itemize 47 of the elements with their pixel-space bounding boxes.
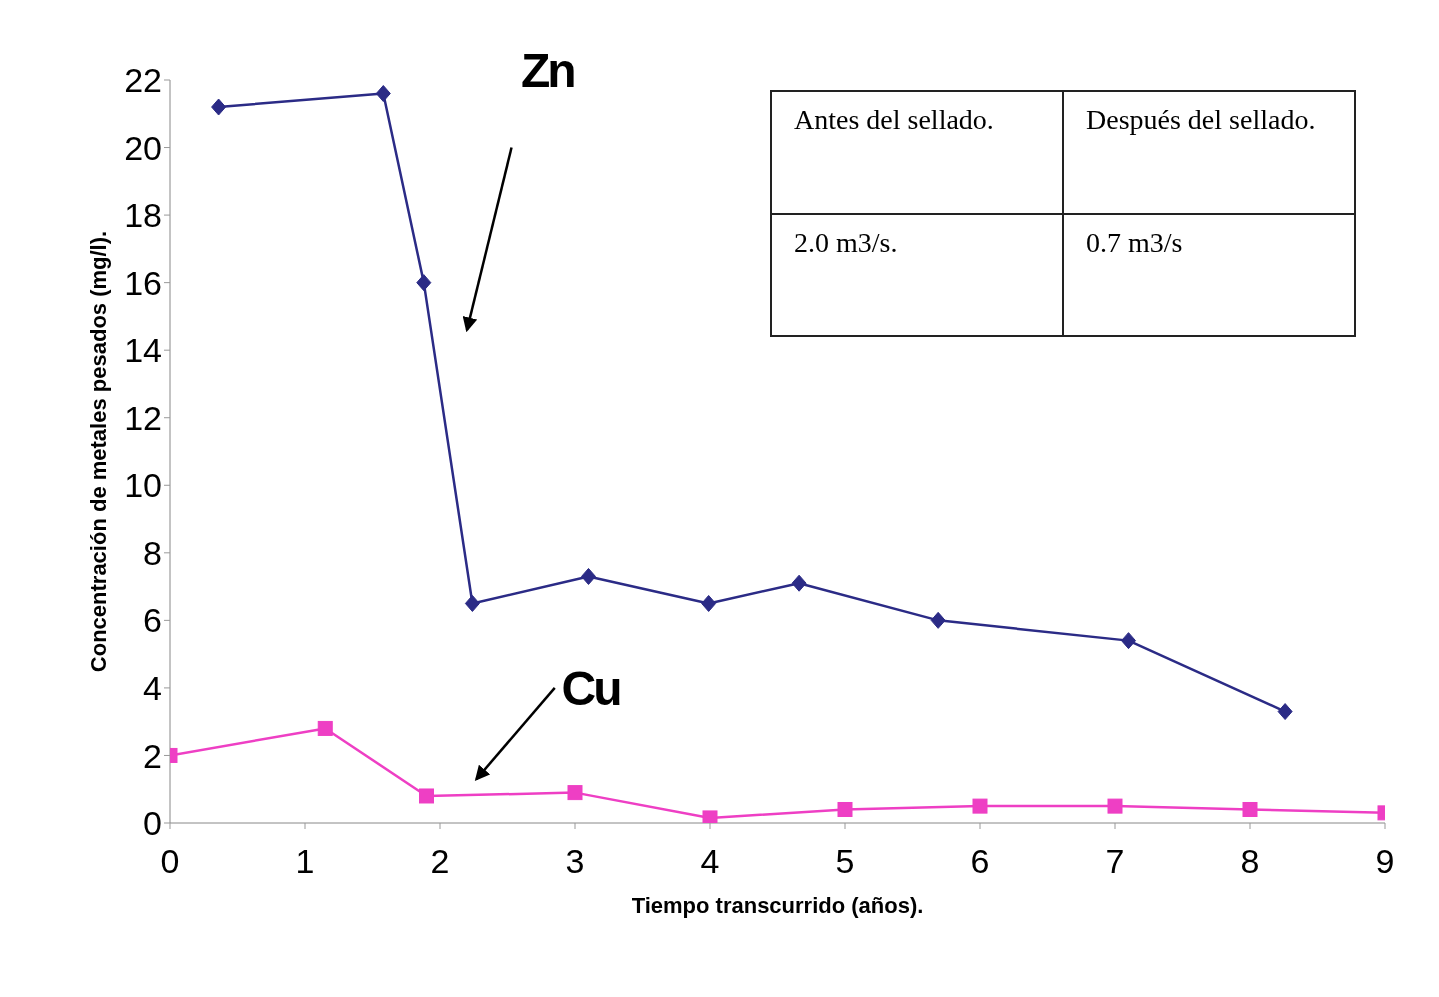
x-tick-label: 9 — [1375, 842, 1395, 881]
y-tick-label: 4 — [143, 668, 162, 707]
point — [837, 801, 853, 817]
x-tick-label: 7 — [1105, 842, 1125, 881]
point — [1277, 703, 1293, 721]
x-tick-label: 5 — [835, 842, 855, 881]
y-axis-title: Concentración de metales pesados (mg/l). — [85, 230, 111, 673]
y-tick-label: 22 — [124, 61, 162, 100]
y-tick-label: 16 — [124, 263, 162, 302]
point — [972, 798, 988, 814]
x-tick-label: 1 — [295, 842, 315, 881]
point — [581, 567, 596, 585]
y-tick-label: 18 — [124, 196, 162, 235]
annotation: Antes del sellado. — [794, 104, 994, 135]
x-tick-label: 3 — [565, 842, 585, 881]
annotation: 0.7 m3/s — [1086, 226, 1183, 258]
point — [701, 594, 717, 612]
y-tick-label: 2 — [143, 736, 162, 775]
y-tick-label: 0 — [143, 804, 162, 843]
x-tick-label: 8 — [1240, 842, 1260, 881]
y-tick-label: 6 — [143, 601, 162, 640]
y-tick-label: 12 — [124, 398, 162, 437]
point — [317, 720, 333, 736]
series-label: Cu — [561, 661, 621, 715]
y-tick-label: 8 — [143, 533, 162, 572]
text: Zn — [521, 43, 575, 97]
x-axis-title: Tiempo transcurrido (años). — [631, 893, 924, 918]
point — [1107, 798, 1123, 814]
y-tick-label: 10 — [124, 466, 162, 505]
point — [930, 611, 946, 629]
x-tick-label: 4 — [700, 842, 720, 881]
x-tick-label: 2 — [430, 842, 450, 881]
y-tick-label: 14 — [124, 331, 162, 370]
point — [1121, 632, 1136, 650]
point — [1242, 801, 1258, 817]
annotation: Después del sellado. — [1086, 104, 1316, 135]
annotation: 2.0 m3/s. — [794, 226, 898, 258]
point — [567, 785, 583, 801]
x-tick-label: 6 — [970, 842, 990, 881]
point — [419, 788, 434, 804]
point — [211, 98, 227, 116]
y-tick-label: 20 — [124, 128, 162, 167]
point — [464, 594, 480, 612]
point — [791, 574, 807, 592]
point — [416, 274, 432, 292]
point — [702, 810, 718, 823]
point — [375, 85, 391, 103]
